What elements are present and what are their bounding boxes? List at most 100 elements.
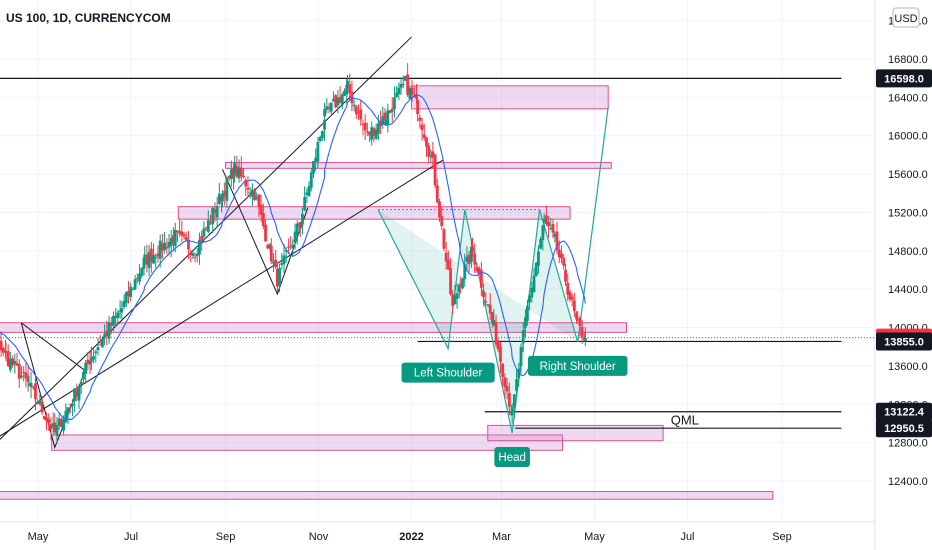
candle[interactable] — [198, 232, 201, 265]
candle[interactable] — [202, 221, 206, 242]
candle[interactable] — [329, 102, 333, 115]
price-tag[interactable]: 13122.4 — [876, 402, 932, 421]
candle[interactable] — [431, 141, 435, 169]
candle[interactable] — [524, 309, 527, 338]
candle[interactable] — [338, 86, 342, 104]
candle[interactable] — [77, 384, 81, 410]
candle[interactable] — [442, 227, 446, 252]
candle[interactable] — [521, 322, 525, 352]
candle[interactable] — [195, 248, 199, 263]
candle[interactable] — [305, 188, 309, 203]
candle[interactable] — [15, 352, 19, 367]
candle[interactable] — [145, 244, 149, 273]
candle[interactable] — [261, 203, 265, 230]
candle[interactable] — [55, 416, 59, 444]
candle[interactable] — [453, 284, 457, 305]
candle[interactable] — [79, 379, 83, 395]
candle[interactable] — [564, 264, 567, 286]
candle[interactable] — [154, 253, 158, 269]
candle[interactable] — [334, 94, 338, 109]
candle[interactable] — [357, 104, 360, 120]
candle[interactable] — [444, 242, 448, 270]
candle[interactable] — [440, 206, 444, 231]
candle[interactable] — [96, 337, 100, 356]
candle[interactable] — [325, 98, 329, 114]
candle[interactable] — [492, 308, 496, 327]
candle[interactable] — [1, 346, 5, 357]
candle[interactable] — [282, 244, 286, 273]
candle[interactable] — [427, 142, 431, 164]
candle[interactable] — [393, 86, 396, 118]
candle[interactable] — [519, 343, 523, 374]
candle[interactable] — [534, 261, 538, 277]
candle[interactable] — [327, 103, 331, 114]
candle[interactable] — [17, 359, 21, 388]
candle[interactable] — [4, 342, 8, 362]
candle[interactable] — [488, 293, 492, 321]
candle[interactable] — [124, 290, 128, 308]
candle[interactable] — [359, 99, 363, 126]
candle[interactable] — [467, 250, 471, 272]
candle[interactable] — [213, 202, 217, 222]
candle[interactable] — [112, 311, 115, 332]
candle[interactable] — [566, 273, 570, 301]
candle[interactable] — [350, 80, 354, 112]
candle[interactable] — [463, 253, 467, 287]
price-tag[interactable]: 12950.5 — [876, 419, 932, 438]
candle[interactable] — [269, 238, 273, 265]
candle[interactable] — [301, 207, 304, 235]
candle[interactable] — [416, 97, 420, 122]
candle[interactable] — [505, 377, 509, 400]
candle[interactable] — [86, 351, 90, 370]
candle[interactable] — [568, 289, 572, 303]
candle[interactable] — [544, 205, 548, 227]
candle[interactable] — [422, 123, 426, 141]
candle[interactable] — [435, 179, 439, 204]
candle[interactable] — [503, 373, 507, 398]
candle[interactable] — [182, 231, 186, 240]
candle[interactable] — [501, 363, 505, 387]
candle[interactable] — [114, 307, 118, 328]
candle[interactable] — [560, 245, 563, 264]
candle[interactable] — [298, 221, 302, 238]
candle[interactable] — [178, 219, 182, 238]
candle[interactable] — [323, 102, 327, 119]
candle[interactable] — [156, 245, 160, 263]
pattern-label[interactable]: Head — [494, 447, 530, 468]
zone-rect[interactable] — [51, 434, 563, 451]
candle[interactable] — [289, 236, 293, 250]
candle[interactable] — [555, 221, 559, 255]
candle[interactable] — [451, 290, 455, 315]
candle[interactable] — [118, 300, 122, 319]
candle[interactable] — [27, 375, 31, 387]
candle[interactable] — [510, 403, 514, 424]
candle[interactable] — [75, 383, 79, 402]
candle[interactable] — [272, 253, 275, 273]
candle[interactable] — [109, 317, 113, 335]
candle[interactable] — [528, 294, 532, 311]
zone-rect[interactable] — [177, 206, 571, 220]
candle[interactable] — [40, 396, 44, 415]
candle[interactable] — [537, 245, 540, 274]
candle[interactable] — [578, 316, 582, 337]
candle[interactable] — [98, 334, 102, 346]
candle[interactable] — [189, 249, 193, 263]
candle[interactable] — [6, 344, 10, 368]
candle[interactable] — [323, 117, 326, 141]
candle[interactable] — [287, 238, 290, 255]
candle[interactable] — [26, 366, 30, 392]
price-tag[interactable]: 16598.0 — [876, 69, 932, 88]
candle[interactable] — [133, 274, 137, 291]
candle[interactable] — [477, 265, 481, 278]
candle[interactable] — [570, 293, 574, 307]
candle[interactable] — [227, 175, 231, 182]
candle[interactable] — [496, 338, 500, 353]
candle[interactable] — [36, 398, 40, 405]
candle[interactable] — [530, 281, 534, 303]
candle[interactable] — [316, 137, 320, 169]
candle[interactable] — [575, 311, 578, 325]
candle[interactable] — [116, 309, 120, 325]
candle[interactable] — [34, 373, 37, 411]
candle[interactable] — [381, 106, 385, 129]
candle[interactable] — [278, 263, 281, 293]
